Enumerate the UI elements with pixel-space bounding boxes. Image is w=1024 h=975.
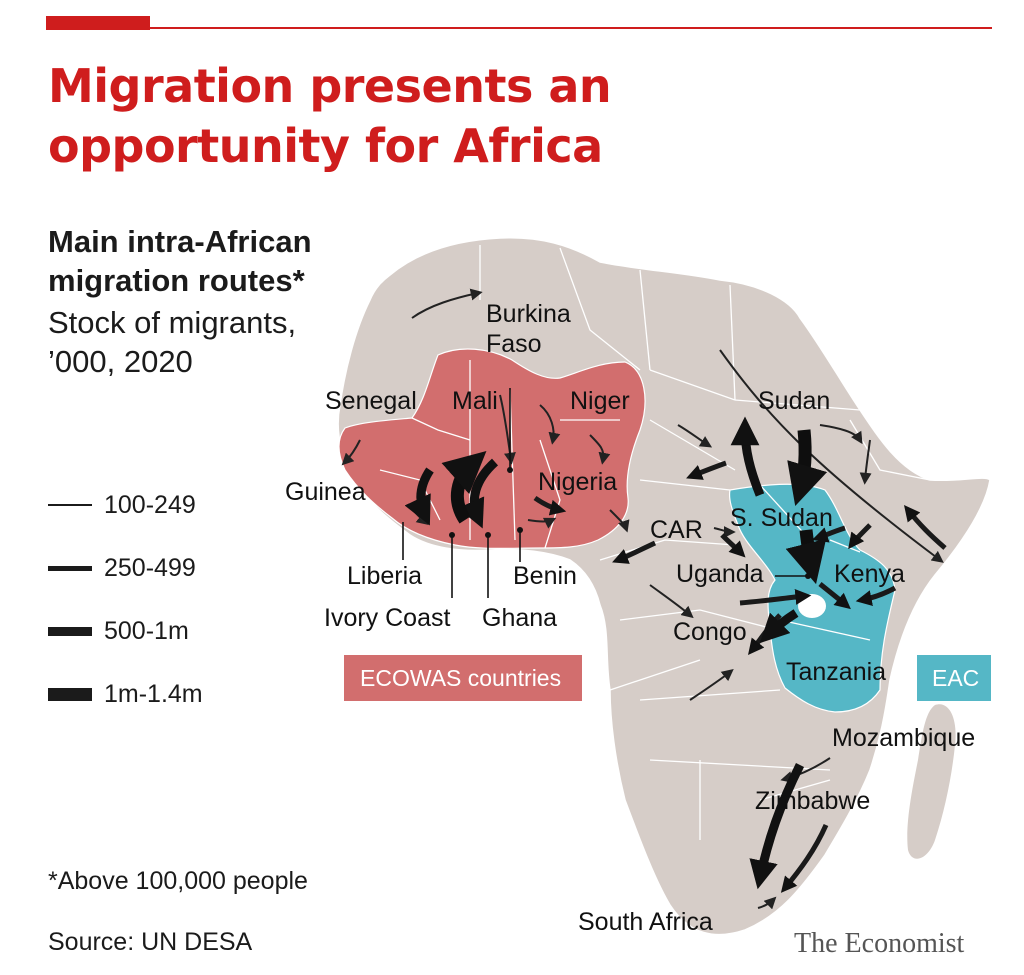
label-ghana: Ghana (482, 604, 557, 632)
ecowas-badge (344, 655, 582, 701)
leader-dot-ivory-coast (449, 532, 455, 538)
label-kenya: Kenya (834, 560, 905, 588)
label-congo: Congo (673, 618, 747, 646)
label-liberia: Liberia (347, 562, 422, 590)
label-guinea: Guinea (285, 478, 366, 506)
brand-tab (46, 16, 150, 30)
label-benin: Benin (513, 562, 577, 590)
eac-badge (917, 655, 991, 701)
routes-very-thick (441, 429, 828, 585)
label-nigeria: Nigeria (538, 468, 617, 496)
source-note: Source: UN DESA (48, 928, 253, 956)
chart-title: Migration presents an opportunity for Af… (48, 59, 612, 173)
top-rule (46, 27, 992, 29)
label-mali: Mali (452, 387, 498, 415)
legend-item: 500-1m (48, 616, 189, 646)
label-uganda: Uganda (676, 560, 764, 588)
leader-lines (402, 388, 808, 598)
label-sudan: Sudan (758, 387, 830, 415)
label-tanzania: Tanzania (786, 658, 886, 686)
chart-subtitle: Main intra-African migration routes* (48, 224, 312, 298)
legend-label: 100-249 (104, 490, 196, 519)
legend-item: 1m-1.4m (48, 679, 203, 709)
label-burkina-1: Burkina (486, 300, 571, 328)
label-zimbabwe: Zimbabwe (755, 787, 870, 815)
label-s-sudan: S. Sudan (730, 504, 833, 532)
leader-dot-benin (517, 527, 523, 533)
routes-medium (533, 460, 947, 893)
label-ivory-coast: Ivory Coast (324, 604, 450, 632)
legend-item: 250-499 (48, 553, 196, 583)
brand-logo: The Economist (794, 928, 965, 959)
legend-label: 500-1m (104, 616, 189, 645)
label-car: CAR (650, 516, 703, 544)
label-senegal: Senegal (325, 387, 417, 415)
label-mozambique: Mozambique (832, 724, 975, 752)
eac-badge-label: EAC (932, 665, 979, 691)
legend-swatch (48, 626, 92, 636)
label-south-africa: South Africa (578, 908, 713, 936)
madagascar (907, 704, 956, 859)
legend-swatch (48, 504, 92, 506)
label-niger: Niger (570, 387, 630, 415)
country-labels: Burkina Faso Mali Niger Senegal Guinea N… (285, 300, 975, 936)
leader-dot-ghana (485, 532, 491, 538)
ecowas-badge-label: ECOWAS countries (360, 665, 561, 691)
legend-label: 1m-1.4m (104, 679, 203, 708)
legend-swatch (48, 565, 92, 571)
leader-dot-uganda (805, 573, 811, 579)
legend-item: 100-249 (48, 490, 196, 520)
leader-dot-burkina (507, 467, 513, 473)
footnote: *Above 100,000 people (48, 867, 308, 895)
legend-swatch (48, 687, 92, 701)
label-burkina-2: Faso (486, 330, 542, 358)
legend-label: 250-499 (104, 553, 196, 582)
chart-units: Stock of migrants, ’000, 2020 (48, 305, 297, 379)
